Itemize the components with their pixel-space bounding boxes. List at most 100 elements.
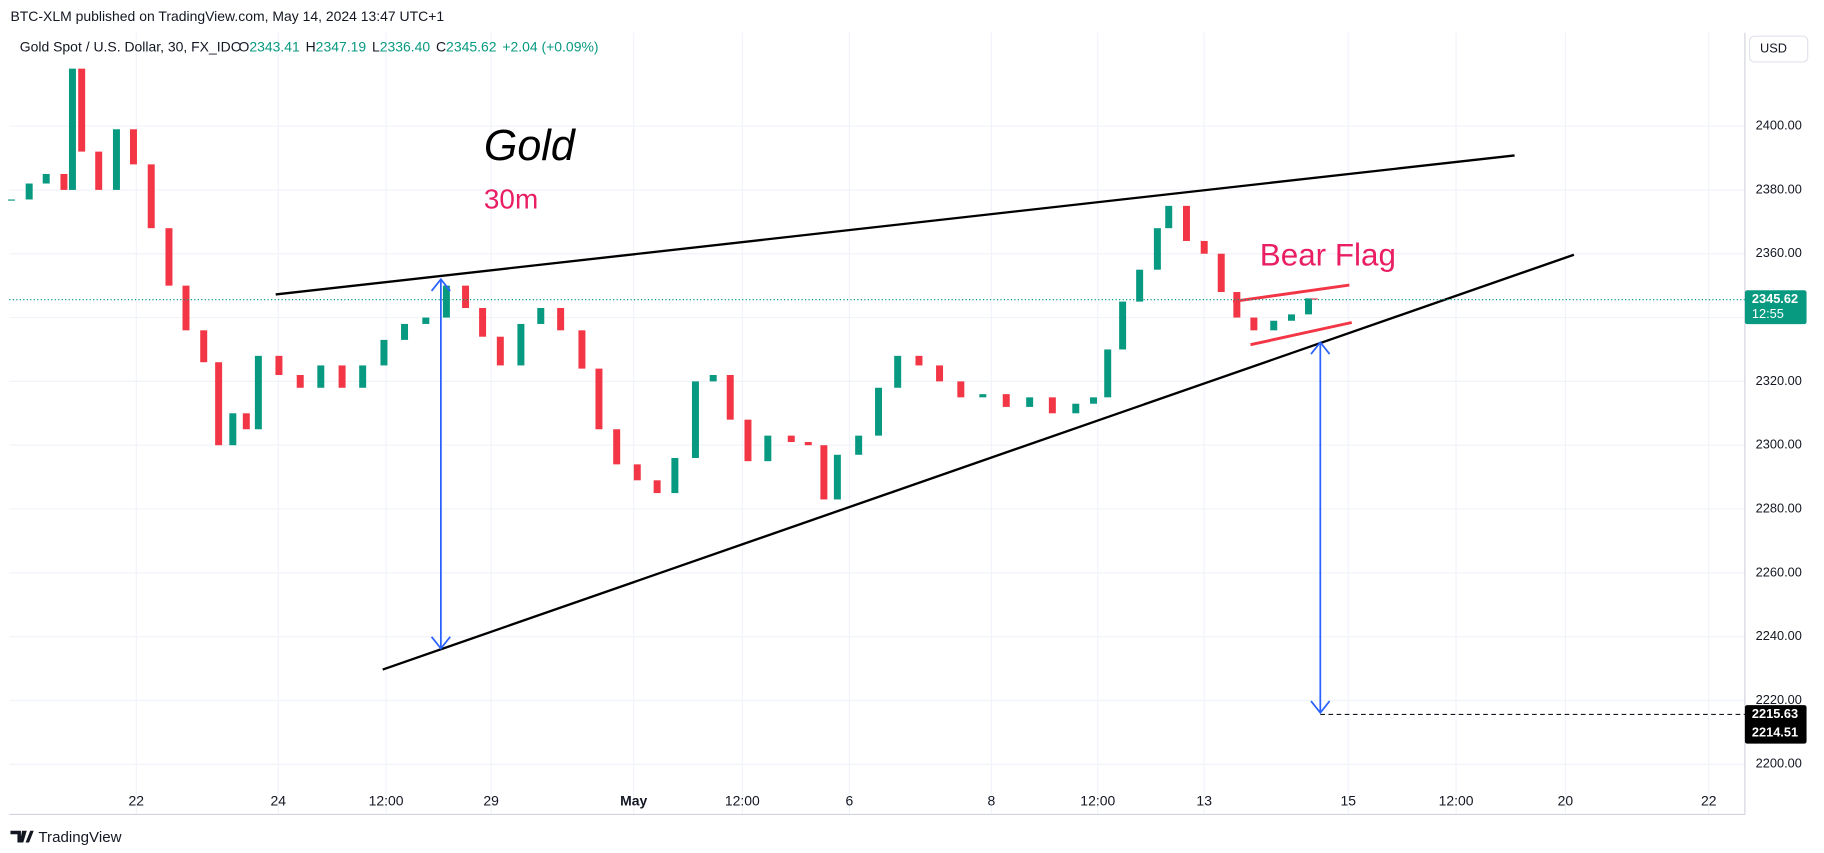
bear-flag-lines (1232, 283, 1353, 347)
candle (1287, 314, 1295, 321)
target-arrow (1310, 340, 1331, 715)
y-tick-label: 2380.00 (1756, 181, 1802, 196)
target-high-label: 2215.63 (1752, 706, 1798, 721)
y-tick-label: 2280.00 (1756, 500, 1802, 515)
ohlc-key: L (372, 39, 380, 55)
candle (147, 164, 155, 229)
candle (1072, 403, 1080, 414)
candle (804, 442, 812, 446)
y-tick-label: 2300.00 (1756, 437, 1802, 452)
countdown: 12:55 (1752, 306, 1784, 321)
x-tick-label: 20 (1558, 792, 1574, 808)
candle (112, 129, 120, 190)
candle (875, 387, 883, 436)
x-tick-label: May (620, 792, 647, 808)
target-low-label: 2214.51 (1752, 725, 1798, 740)
candle (820, 445, 828, 500)
brand-logo (10, 830, 34, 843)
candle (317, 365, 325, 388)
candles (7, 68, 1318, 500)
candle (726, 374, 734, 420)
currency-button[interactable] (1748, 35, 1809, 63)
candle (1165, 205, 1173, 229)
candle (744, 419, 752, 462)
target-box (1744, 705, 1807, 744)
annotation-timeframe: 30m (484, 183, 538, 214)
candle (709, 374, 717, 382)
candle (1233, 292, 1241, 318)
candle (380, 339, 388, 366)
candle (7, 199, 15, 201)
candle (359, 365, 367, 388)
last-price-label: 2345.62 (1752, 291, 1798, 306)
candle (129, 129, 137, 165)
candle (936, 365, 944, 382)
currency[interactable]: USD (1760, 40, 1787, 55)
candle (229, 413, 237, 446)
x-tick-label: 12:00 (1439, 792, 1474, 808)
candle (691, 381, 699, 458)
candle (462, 285, 470, 308)
candle (1182, 205, 1190, 241)
y-tick-label: 2200.00 (1756, 756, 1802, 771)
symbol: Gold Spot / U.S. Dollar, 30, FX_IDC (20, 39, 241, 55)
candle (422, 317, 430, 324)
ohlc-value: 2347.19 (316, 39, 367, 55)
candle (957, 381, 965, 398)
candle (215, 362, 223, 446)
candle (242, 413, 250, 430)
brand: TradingView (38, 829, 121, 846)
x-tick-label: 12:00 (725, 792, 760, 808)
candle (1119, 301, 1127, 350)
candle (68, 68, 76, 190)
lower-trendline (382, 253, 1575, 671)
y-tick-label: 2220.00 (1756, 692, 1802, 707)
candle (479, 307, 487, 337)
candle (1217, 253, 1225, 293)
y-tick-label: 2360.00 (1756, 245, 1802, 260)
candle (613, 429, 621, 465)
candle (578, 330, 586, 369)
candle (296, 374, 304, 388)
ohlc-key: C (436, 39, 446, 55)
annotation-pattern: Bear Flag (1260, 237, 1396, 272)
x-tick-label: 13 (1196, 792, 1212, 808)
x-tick-label: 8 (987, 792, 995, 808)
candle (200, 330, 208, 363)
candle (1026, 397, 1034, 407)
candle (1270, 320, 1278, 331)
candle (653, 480, 661, 494)
candle (1153, 228, 1161, 270)
ohlc-value: 2343.41 (249, 39, 300, 55)
candle (1136, 269, 1144, 302)
y-tick-label: 2400.00 (1756, 117, 1802, 132)
x-tick-label: 12:00 (1080, 792, 1115, 808)
candle (894, 355, 902, 388)
candle (1200, 240, 1208, 254)
candle (595, 368, 603, 430)
y-tick-label: 2260.00 (1756, 564, 1802, 579)
candle (401, 323, 409, 340)
candle (165, 228, 173, 286)
candle (787, 435, 795, 443)
candle (979, 394, 987, 398)
candle (1048, 397, 1056, 414)
x-tick-label: 22 (1701, 792, 1717, 808)
candle (633, 464, 641, 481)
candle (60, 173, 68, 190)
ohlc-value: 2336.40 (380, 39, 431, 55)
candle (95, 151, 103, 190)
x-tick-label: 29 (483, 792, 499, 808)
candle (1250, 317, 1258, 331)
candle (1305, 298, 1313, 315)
candle (25, 183, 33, 200)
candle (254, 355, 262, 430)
change: +2.04 (+0.09%) (502, 39, 598, 55)
x-tick-label: 6 (846, 792, 854, 808)
ohlc-key: O (238, 39, 249, 55)
y-tick-label: 2240.00 (1756, 628, 1802, 643)
annotation-title: Gold (484, 122, 577, 170)
y-tick-label: 2320.00 (1756, 373, 1802, 388)
candle (275, 355, 283, 375)
